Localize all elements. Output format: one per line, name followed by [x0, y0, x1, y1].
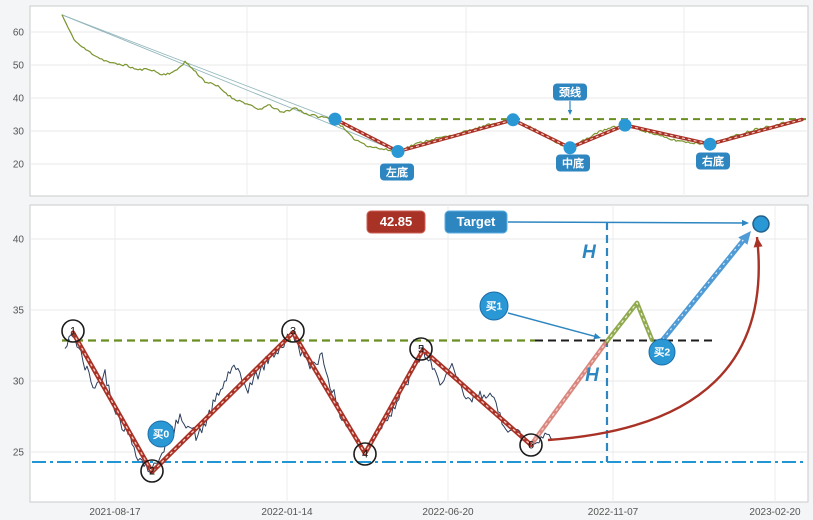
y-axis-tick-label: 30 [13, 377, 25, 388]
pivot-dot [328, 112, 342, 126]
x-axis-tick-label: 2022-01-14 [261, 507, 313, 518]
buy2-marker [648, 338, 676, 366]
y-axis-tick-label: 20 [13, 160, 25, 171]
pivot-dot [391, 145, 405, 158]
y-axis-tick-label: 50 [13, 61, 25, 72]
height-lower-label: H [585, 365, 600, 386]
breakout-projection [528, 338, 610, 448]
pivot-6-circle-label: 6 [528, 440, 534, 452]
x-axis-tick-label: 2022-11-07 [588, 507, 639, 518]
neckline-pointer-arrow-head [567, 110, 573, 115]
overview-panel-bg [29, 5, 809, 197]
y-axis-tick-label: 40 [13, 235, 25, 246]
rally-projection-arrow-head [738, 231, 751, 245]
pivot-1-circle-label: 1 [70, 326, 76, 338]
pivot-dot [618, 118, 632, 132]
daily-price-line [64, 330, 554, 473]
pivot-1-circle [61, 319, 85, 343]
pullback-dotted-overlay [606, 302, 653, 342]
buy1-pointer-arrow-head [593, 333, 601, 340]
buy0-marker [147, 420, 175, 448]
pivot-5-circle [409, 337, 433, 361]
right-bottom-label-label: 右底 [701, 154, 724, 168]
height-upper-label: H [582, 242, 597, 263]
target-pointer-arrow [507, 221, 744, 224]
neckline-label [553, 83, 587, 101]
target-dot [752, 215, 770, 233]
x-axis-tick-label: 2023-02-20 [749, 507, 801, 518]
target-pointer-arrow-head [741, 219, 749, 227]
neckline-label-label: 颈线 [559, 85, 581, 99]
target-price-badge [366, 210, 426, 234]
trend-wedge-line-1 [61, 14, 399, 152]
buy0-marker-label: 买0 [153, 429, 169, 441]
pivot-dot [703, 137, 717, 151]
buy2-marker-label: 买2 [654, 347, 670, 359]
x-axis-tick-label: 2021-08-17 [89, 507, 141, 518]
x-axis-tick-label: 2022-06-20 [422, 507, 474, 518]
trend-wedge-line-2 [61, 14, 346, 125]
left-bottom-label-label: 左底 [385, 165, 408, 179]
pivot-2-circle [140, 459, 164, 483]
y-axis-tick-label: 30 [13, 127, 25, 138]
pivot-3-circle-label: 3 [290, 326, 296, 338]
buy1-pointer-arrow [507, 312, 596, 338]
pivot-dot [563, 141, 577, 155]
pivot-zigzag-dotted-overlay [72, 332, 608, 473]
buy1-marker-label: 买1 [486, 301, 502, 313]
rally-dotted-overlay [658, 238, 745, 345]
pivot-3-circle [281, 319, 305, 343]
target-curve-arrow [547, 236, 760, 442]
pivot-4-circle-label: 4 [362, 449, 368, 461]
left-bottom-label [380, 163, 414, 181]
pivot-dot [506, 113, 520, 127]
middle-bottom-label-label: 中底 [562, 156, 584, 170]
target-price-badge-label: 42.85 [380, 214, 413, 229]
right-bottom-label [696, 152, 730, 170]
target-badge-label: Target [457, 214, 496, 229]
target-badge [444, 210, 508, 234]
middle-bottom-label [556, 154, 590, 172]
y-axis-tick-label: 40 [13, 94, 25, 105]
pivot-2-circle-label: 2 [149, 466, 155, 478]
pivot-5-circle-label: 5 [418, 344, 424, 356]
pivot-6-circle [519, 433, 543, 457]
target-curve-arrow-head [753, 237, 763, 248]
y-axis-tick-label: 35 [13, 306, 25, 317]
y-axis-tick-label: 60 [13, 28, 25, 39]
y-axis-tick-label: 25 [13, 448, 25, 459]
pivot-4-circle [353, 442, 377, 466]
buy1-marker [479, 291, 509, 321]
